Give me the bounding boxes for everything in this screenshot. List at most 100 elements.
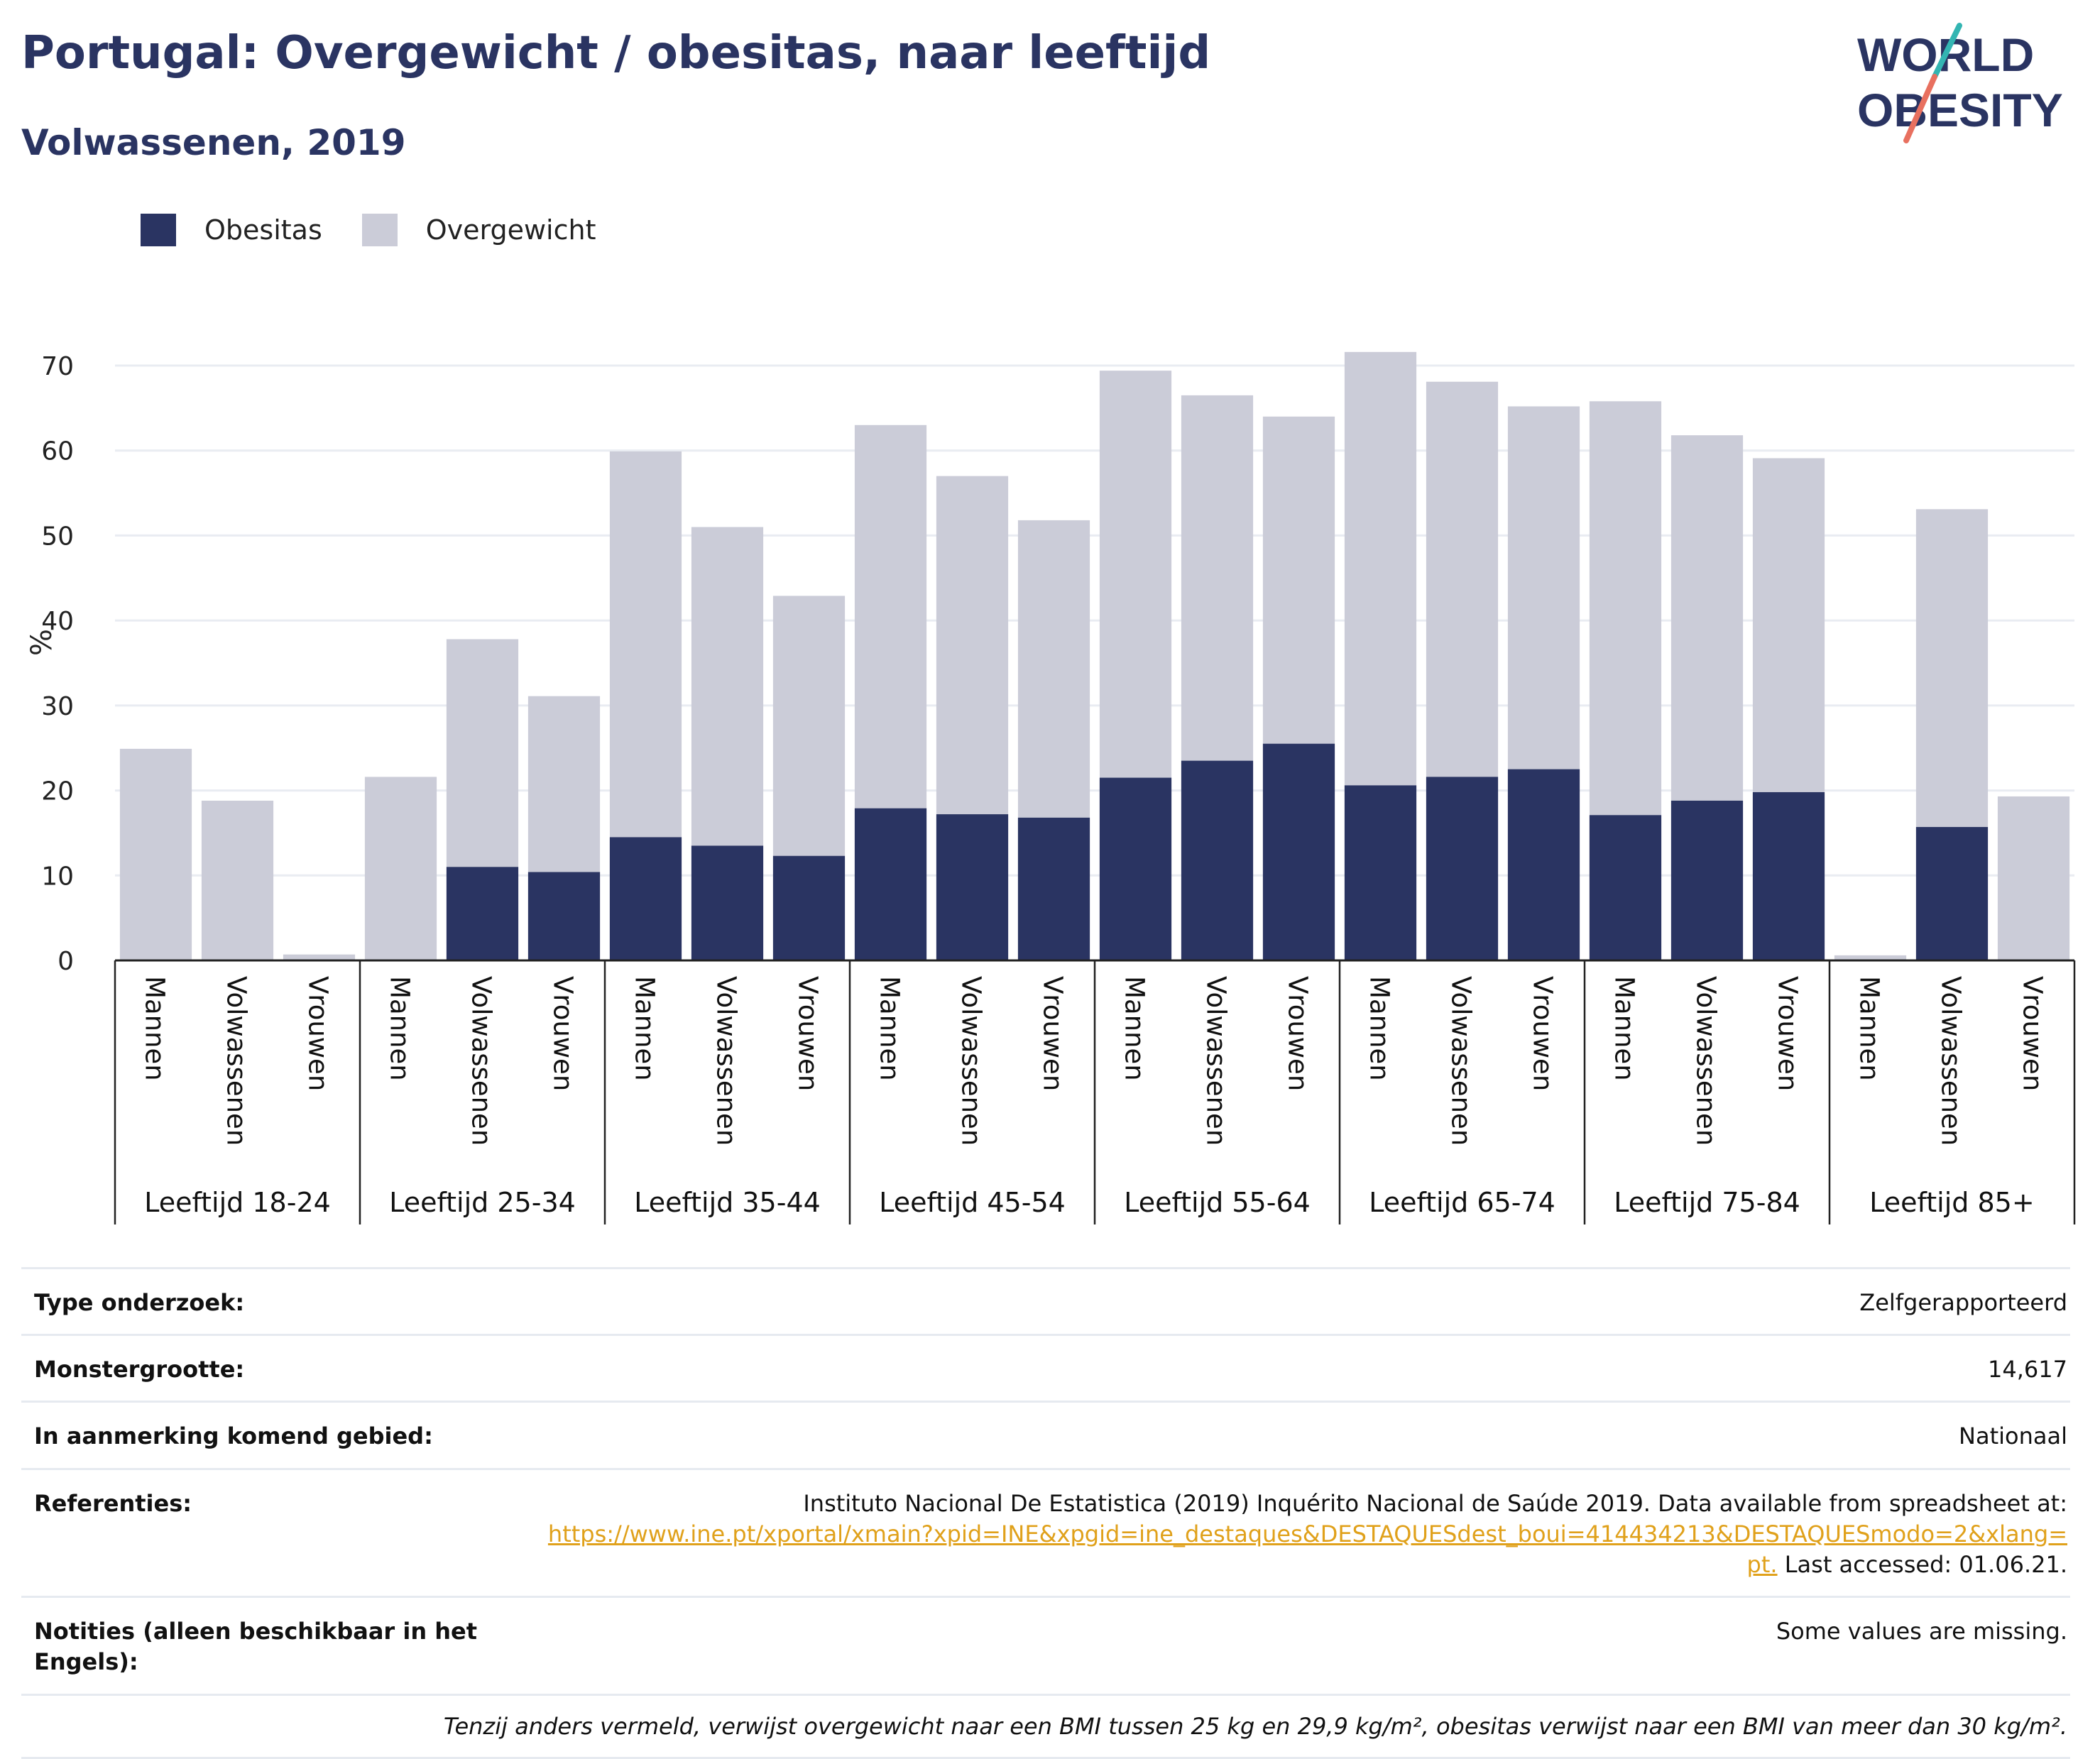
x-tick-label: Vrouwen [1773, 976, 1803, 1091]
x-tick-label: Volwassenen [711, 976, 742, 1146]
survey-type-label: Type onderzoek: [34, 1289, 245, 1316]
bar-obesity [1017, 817, 1090, 960]
bar-obesity [1752, 791, 1825, 960]
bar-obesity [1099, 777, 1172, 960]
y-axis-label: % [26, 629, 58, 656]
y-tick-label: 50 [41, 522, 74, 551]
y-tick-label: 60 [41, 437, 74, 466]
group-label: Leeftijd 65-74 [1369, 1187, 1555, 1218]
group-label: Leeftijd 85+ [1869, 1187, 2034, 1218]
footnote: Tenzij anders vermeld, verwijst overgewi… [21, 1693, 2070, 1759]
x-tick-label: Mannen [140, 976, 170, 1081]
x-tick-label: Vrouwen [1528, 976, 1558, 1091]
bar-obesity [1262, 743, 1335, 960]
bar-chart: 0 10 20 30 40 50 60 70% Mannen Volwassenen Vrouwen… [26, 351, 2076, 1224]
group-label: Leeftijd 75-84 [1614, 1187, 1800, 1218]
legend-swatch-overweight [361, 214, 398, 246]
x-tick-label: Mannen [1120, 976, 1150, 1081]
y-tick-label: 40 [41, 607, 74, 636]
bar-obesity [772, 855, 846, 960]
x-tick-label: Vrouwen [303, 976, 334, 1091]
page-subtitle: Volwassenen, 2019 [21, 122, 406, 163]
x-tick-label: Volwassenen [1936, 976, 1967, 1146]
references-value: Instituto Nacional De Estatistica (2019)… [548, 1489, 2070, 1581]
y-tick-label: 70 [41, 352, 74, 381]
info-row-survey-type: Type onderzoek: Zelfgerapporteerd [21, 1267, 2070, 1334]
notes-label: Notities (alleen beschikbaar in het Enge… [34, 1618, 478, 1676]
group-label: Leeftijd 18-24 [144, 1187, 331, 1218]
logo-slash-coral [1903, 74, 1937, 143]
bar-overweight [364, 777, 437, 960]
x-tick-label: Vrouwen [793, 976, 824, 1091]
bar-obesity [1344, 785, 1417, 960]
sample-size-value: 14,617 [1988, 1356, 2067, 1383]
x-tick-label: Mannen [630, 976, 660, 1081]
bar-obesity [854, 808, 927, 960]
references-label: Referenties: [34, 1489, 192, 1517]
x-tick-label: Volwassenen [956, 976, 987, 1146]
bar-overweight [1997, 796, 2070, 960]
bar-obesity [1670, 800, 1744, 960]
x-tick-label: Volwassenen [1201, 976, 1232, 1146]
group-label: Leeftijd 55-64 [1124, 1187, 1311, 1218]
legend-label-overweight: Overgewicht [425, 214, 596, 246]
bar-obesity [446, 867, 519, 960]
bar-overweight [1834, 955, 1907, 960]
bar-overweight [119, 748, 192, 960]
bar-obesity [1181, 760, 1254, 960]
x-tick-label: Volwassenen [1691, 976, 1722, 1146]
chart-legend: Obesitas Overgewicht [141, 212, 636, 248]
x-tick-label: Volwassenen [1446, 976, 1477, 1146]
legend-item-overweight[interactable]: Overgewicht [361, 214, 596, 246]
bar-overweight [201, 800, 274, 960]
x-tick-label: Volwassenen [466, 976, 497, 1146]
x-tick-label: Mannen [875, 976, 905, 1081]
y-tick-label: 10 [41, 862, 74, 891]
bar-obesity [1589, 815, 1662, 960]
info-row-references: Referenties: Instituto Nacional De Estat… [21, 1467, 2070, 1596]
y-tick-label: 30 [41, 692, 74, 721]
y-tick-label: 0 [58, 947, 74, 976]
x-tick-label: Vrouwen [548, 976, 579, 1091]
references-text: Instituto Nacional De Estatistica (2019)… [803, 1489, 2067, 1517]
x-tick-label: Vrouwen [2018, 976, 2048, 1091]
y-tick-label: 20 [41, 777, 74, 806]
x-tick-label: Mannen [1365, 976, 1395, 1081]
bar-obesity [1426, 777, 1499, 960]
legend-item-obesity[interactable]: Obesitas [141, 214, 322, 246]
references-link-end[interactable]: pt. [1746, 1550, 1778, 1578]
x-tick-label: Mannen [385, 976, 415, 1081]
bar-obesity [527, 872, 601, 960]
bar-obesity [691, 845, 764, 960]
legend-swatch-obesity [141, 214, 176, 246]
info-row-area: In aanmerking komend gebied: Nationaal [21, 1401, 2070, 1467]
bar-obesity [936, 814, 1009, 960]
x-tick-label: Mannen [1854, 976, 1885, 1081]
info-table: Type onderzoek: Zelfgerapporteerd Monste… [21, 1267, 2070, 1759]
logo-slash-teal [1932, 23, 1962, 80]
x-tick-label: Vrouwen [1283, 976, 1313, 1091]
sample-size-label: Monstergrootte: [34, 1356, 245, 1383]
info-row-notes: Notities (alleen beschikbaar in het Enge… [21, 1596, 2070, 1693]
bar-overweight [283, 954, 356, 960]
world-obesity-logo: WORLD OBESITY [1857, 23, 2063, 143]
page-title: Portugal: Overgewicht / obesitas, naar l… [21, 27, 1211, 80]
area-value: Nationaal [1959, 1423, 2067, 1450]
legend-label-obesity: Obesitas [204, 214, 322, 246]
group-label: Leeftijd 25-34 [389, 1187, 576, 1218]
info-row-sample-size: Monstergrootte: 14,617 [21, 1334, 2070, 1401]
notes-value: Some values are missing. [1776, 1618, 2067, 1645]
x-tick-label: Volwassenen [222, 976, 252, 1146]
bar-obesity [1507, 769, 1580, 960]
group-label: Leeftijd 35-44 [634, 1187, 821, 1218]
logo-line2: OBESITY [1857, 84, 2063, 136]
references-accessed: Last accessed: 01.06.21. [1777, 1550, 2067, 1578]
survey-type-value: Zelfgerapporteerd [1859, 1289, 2067, 1316]
x-tick-label: Vrouwen [1038, 976, 1068, 1091]
area-label: In aanmerking komend gebied: [34, 1423, 433, 1450]
references-link[interactable]: https://www.ine.pt/xportal/xmain?xpid=IN… [547, 1520, 2067, 1547]
x-tick-label: Mannen [1609, 976, 1640, 1081]
bar-obesity [609, 837, 682, 960]
group-label: Leeftijd 45-54 [879, 1187, 1066, 1218]
